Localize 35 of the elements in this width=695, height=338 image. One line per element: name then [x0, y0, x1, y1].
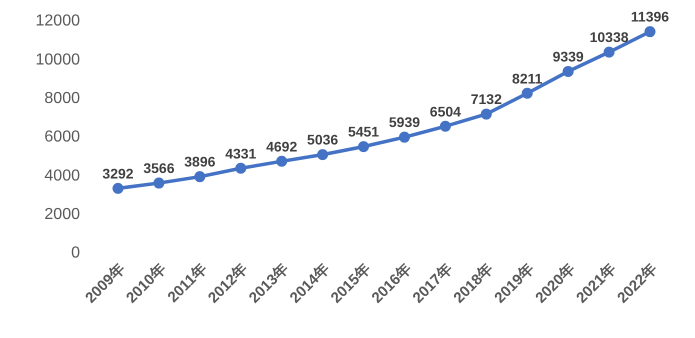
- data-label: 5451: [348, 124, 380, 140]
- point: [440, 120, 451, 132]
- point: [358, 141, 370, 152]
- data-label: 10338: [590, 29, 629, 46]
- point: [235, 162, 246, 174]
- y-tick-label: 10000: [36, 51, 80, 68]
- data-label: 6504: [430, 103, 462, 120]
- data-label: 3896: [184, 154, 216, 170]
- data-label: 5036: [307, 132, 338, 148]
- point: [153, 178, 164, 189]
- y-tick-label: 0: [71, 244, 80, 262]
- point: [112, 182, 124, 194]
- point: [604, 46, 615, 58]
- point: [317, 149, 328, 160]
- y-tick-label: 12000: [36, 12, 80, 30]
- point: [276, 156, 288, 167]
- data-label: 8211: [512, 70, 543, 86]
- data-label: 5939: [388, 114, 420, 130]
- point: [480, 108, 492, 120]
- y-tick-label: 4000: [44, 167, 80, 184]
- data-label: 4331: [225, 145, 257, 162]
- y-tick-label: 8000: [44, 90, 80, 108]
- point: [398, 132, 410, 143]
- data-label: 4692: [266, 138, 298, 154]
- point: [194, 171, 206, 182]
- data-label: 11396: [630, 8, 670, 25]
- y-tick-label: 2000: [44, 206, 80, 224]
- point: [522, 88, 533, 99]
- data-label: 3566: [143, 160, 175, 176]
- data-label: 9339: [552, 48, 584, 64]
- y-tick-label: 6000: [44, 128, 80, 146]
- data-label: 3292: [102, 165, 134, 182]
- data-label: 7132: [470, 91, 502, 108]
- point: [562, 66, 574, 77]
- point: [644, 26, 656, 38]
